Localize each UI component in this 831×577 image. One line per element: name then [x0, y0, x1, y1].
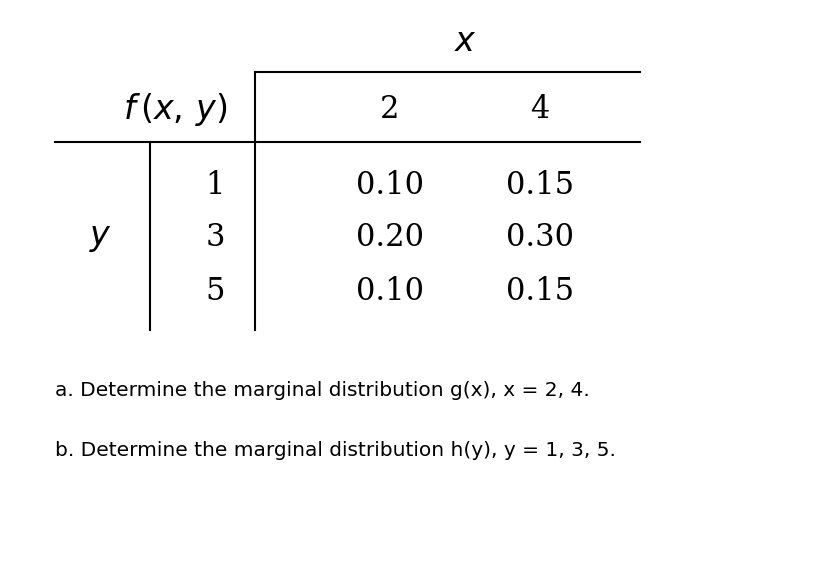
Text: a. Determine the marginal distribution g(x), x = 2, 4.: a. Determine the marginal distribution g…	[55, 380, 590, 399]
Text: 4: 4	[530, 95, 549, 126]
Text: $f\,(x,\,y)$: $f\,(x,\,y)$	[123, 92, 227, 129]
Text: 0.30: 0.30	[506, 223, 574, 253]
Text: 0.15: 0.15	[506, 275, 574, 306]
Text: 0.20: 0.20	[356, 223, 424, 253]
Text: 0.10: 0.10	[356, 170, 424, 200]
Text: 5: 5	[205, 275, 224, 306]
Text: 0.10: 0.10	[356, 275, 424, 306]
Text: $y$: $y$	[89, 222, 111, 254]
Text: 2: 2	[381, 95, 400, 126]
Text: b. Determine the marginal distribution h(y), y = 1, 3, 5.: b. Determine the marginal distribution h…	[55, 440, 616, 459]
Text: 3: 3	[205, 223, 224, 253]
Text: 0.15: 0.15	[506, 170, 574, 200]
Text: 1: 1	[205, 170, 224, 200]
Text: $x$: $x$	[454, 26, 476, 58]
